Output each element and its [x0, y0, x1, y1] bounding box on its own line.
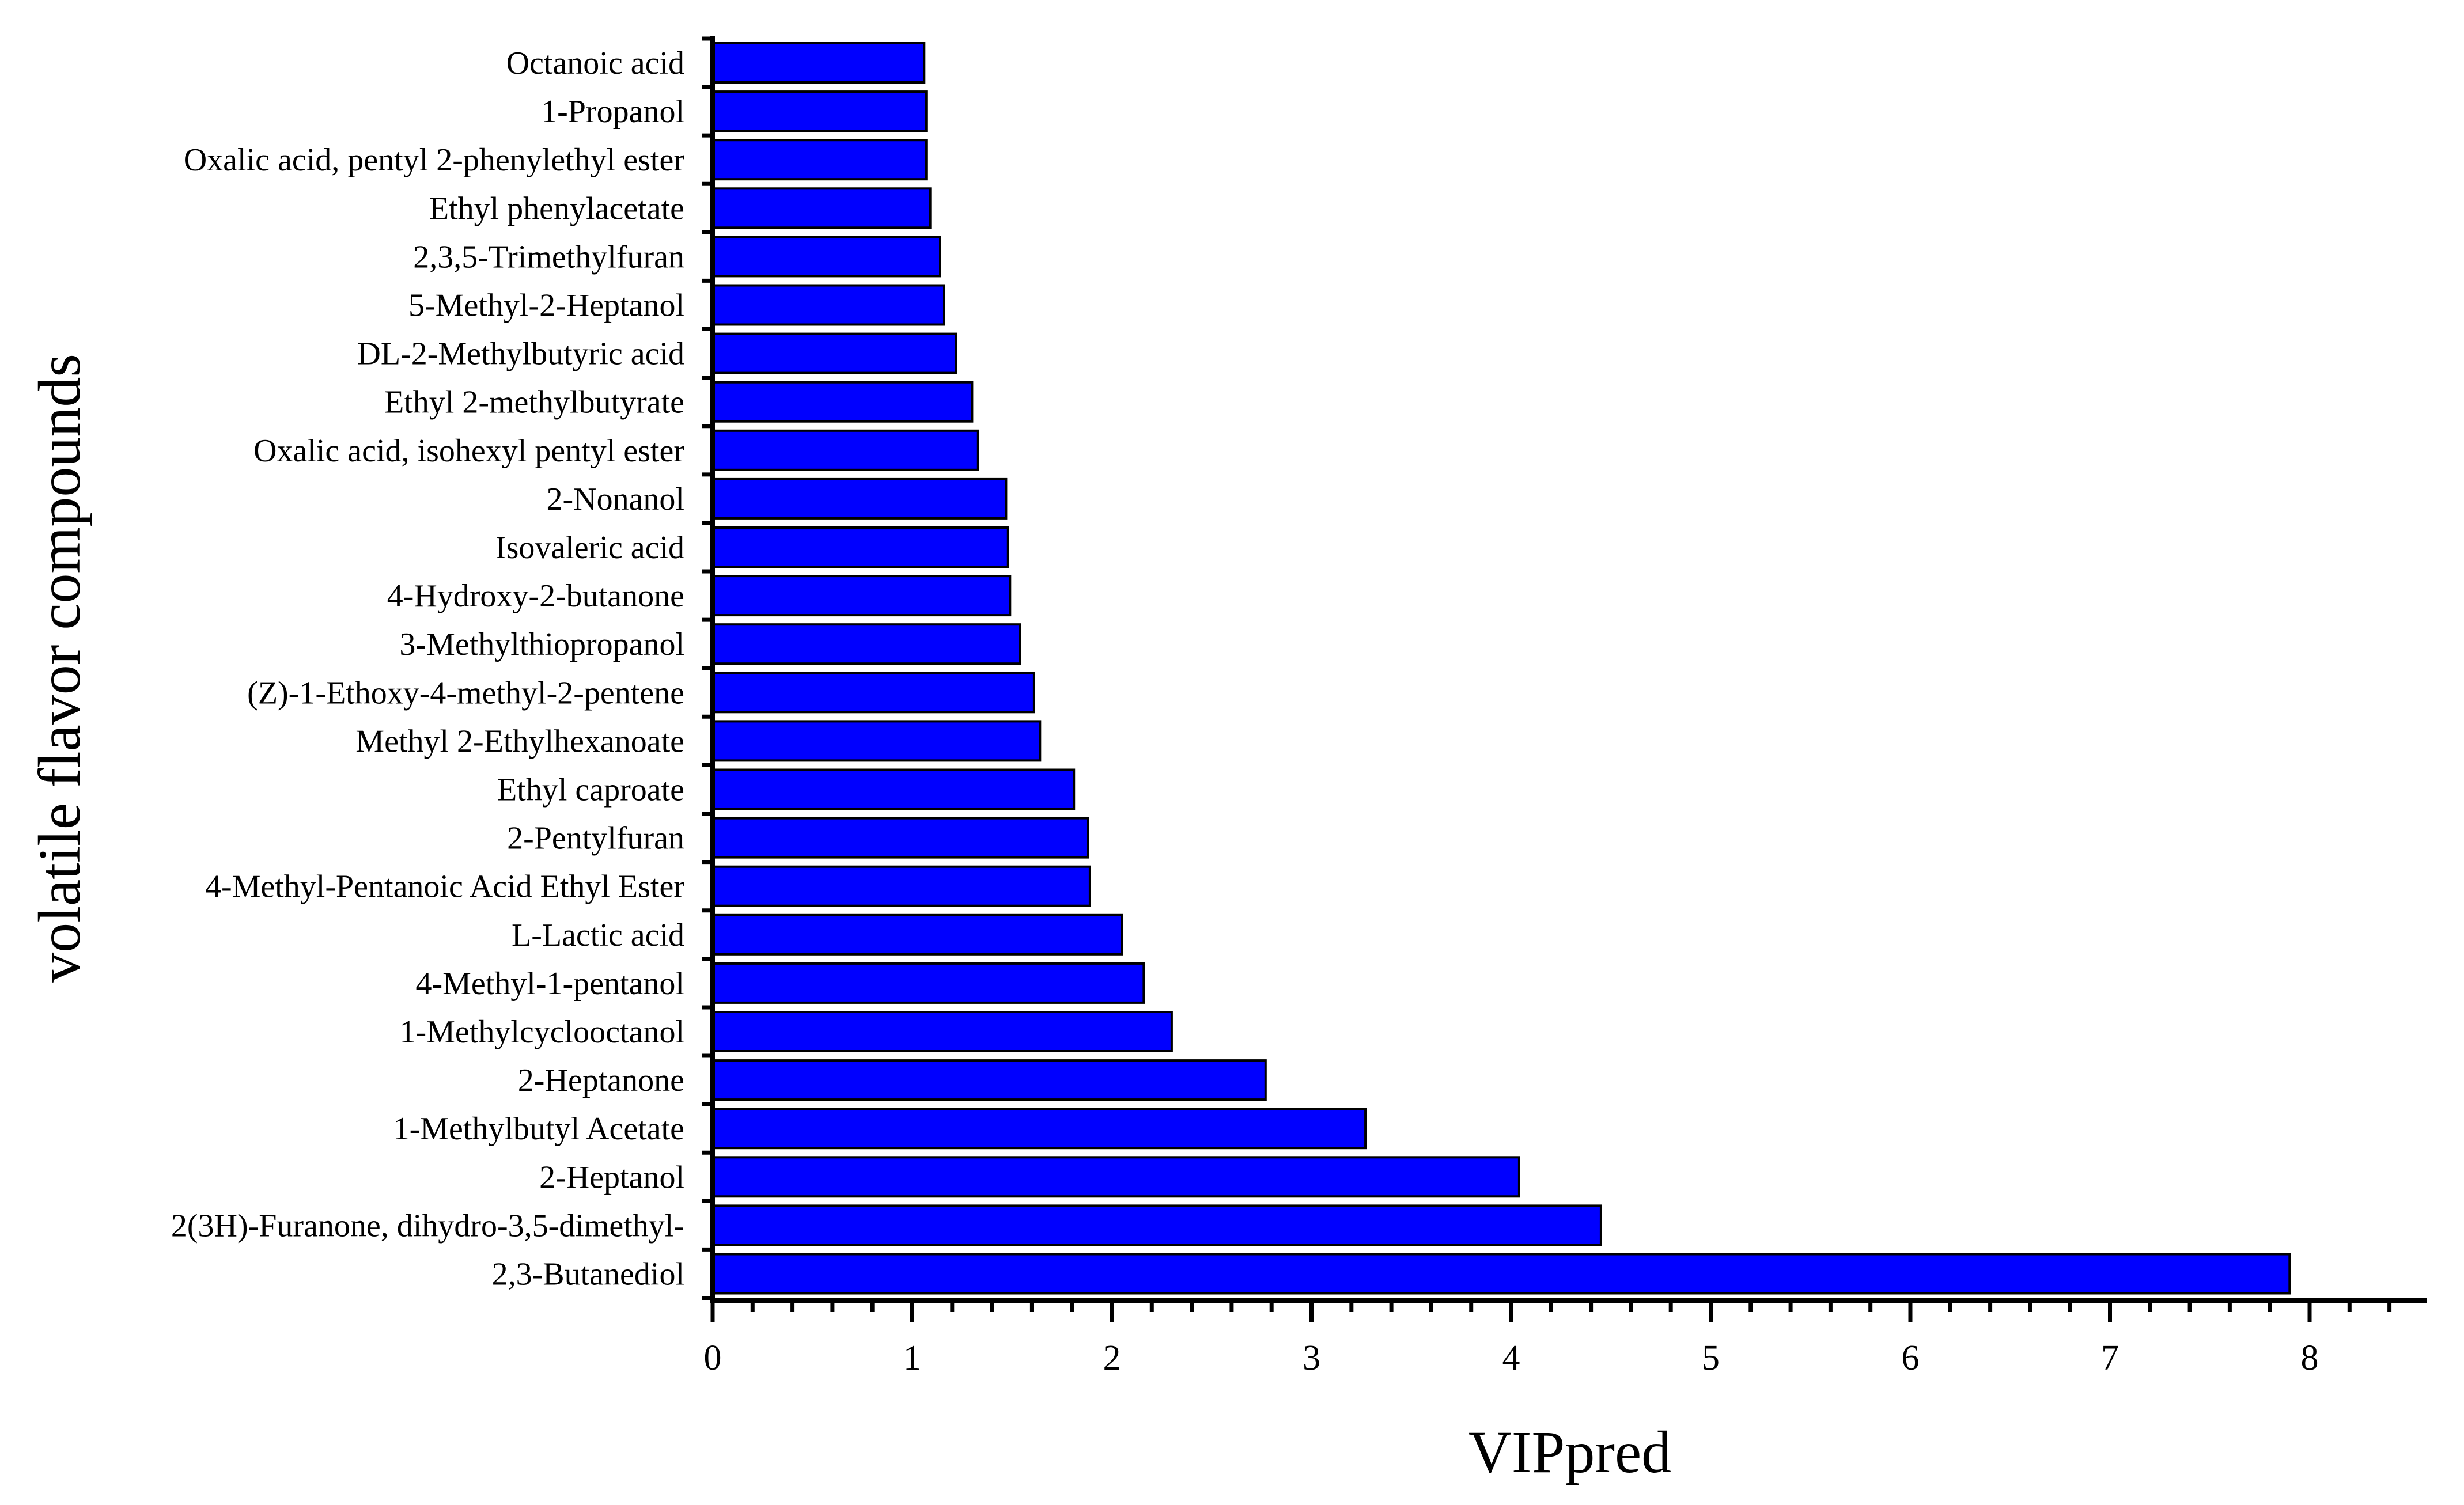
bar: [711, 187, 932, 229]
bar: [711, 1059, 1267, 1101]
bars-group: [711, 42, 2291, 1295]
bar: [711, 477, 1008, 520]
bar: [711, 381, 974, 423]
category-label: 2,3-Butanediol: [492, 1257, 684, 1292]
category-label: 1-Methylbutyl Acetate: [393, 1111, 684, 1147]
x-tick-label: 5: [1702, 1339, 1720, 1378]
category-label: 5-Methyl-2-Heptanol: [408, 288, 684, 324]
y-axis-title: volatile flavor compounds: [27, 354, 93, 983]
bar: [711, 284, 945, 326]
bar: [711, 768, 1076, 810]
category-label: 2-Heptanone: [518, 1063, 684, 1098]
x-ticks: 0 1 2 3 4 5 6 7 8: [704, 1301, 2392, 1378]
x-tick-label: 0: [704, 1339, 722, 1378]
category-label: Oxalic acid, isohexyl pentyl ester: [253, 433, 684, 469]
bar: [711, 1156, 1520, 1198]
category-labels: Octanoic acid 1-Propanol Oxalic acid, pent…: [171, 46, 684, 1292]
category-label: Oxalic acid, pentyl 2-phenylethyl ester: [184, 142, 685, 178]
x-tick-label: 6: [1902, 1339, 1920, 1378]
bar: [711, 42, 926, 84]
category-label: 2-Pentylfuran: [507, 821, 684, 856]
category-label: Ethyl 2-methylbutyrate: [384, 385, 684, 420]
bar: [711, 817, 1089, 859]
category-label: DL-2-Methylbutyric acid: [357, 336, 684, 372]
bar: [711, 332, 957, 374]
x-tick-label: 1: [903, 1339, 921, 1378]
category-label: Ethyl phenylacetate: [429, 191, 684, 226]
x-tick-label: 8: [2301, 1339, 2319, 1378]
bar: [711, 429, 979, 471]
bar: [711, 623, 1021, 665]
category-label: 2(3H)-Furanone, dihydro-3,5-dimethyl-: [171, 1208, 684, 1244]
bar: [711, 962, 1145, 1004]
category-label: 4-Hydroxy-2-butanone: [387, 578, 684, 614]
bar: [711, 575, 1012, 617]
category-label: 3-Methylthiopropanol: [399, 627, 684, 662]
category-label: 2,3,5-Trimethylfuran: [413, 239, 684, 275]
bar: [711, 1108, 1367, 1150]
category-label: Octanoic acid: [506, 46, 684, 81]
bar: [711, 865, 1091, 907]
x-tick-label: 7: [2101, 1339, 2119, 1378]
bar: [711, 913, 1123, 956]
category-label: Isovaleric acid: [495, 530, 684, 566]
bar: [711, 236, 941, 278]
category-label: Methyl 2-Ethylhexanoate: [355, 723, 684, 759]
category-label: L-Lactic acid: [512, 918, 684, 953]
category-label: 1-Propanol: [541, 94, 684, 130]
bar: [711, 672, 1035, 714]
bar: [711, 1253, 2291, 1295]
bar: [711, 1204, 1602, 1246]
category-label: 2-Heptanol: [539, 1159, 684, 1195]
bar: [711, 139, 928, 181]
x-tick-label: 2: [1103, 1339, 1121, 1378]
category-label: 1-Methylcyclooctanol: [399, 1014, 684, 1050]
bar: [711, 720, 1042, 762]
x-tick-label: 3: [1303, 1339, 1320, 1378]
x-tick-label: 4: [1502, 1339, 1520, 1378]
bar: [711, 526, 1009, 568]
category-label: (Z)-1-Ethoxy-4-methyl-2-pentene: [247, 675, 684, 711]
bar: [711, 90, 928, 132]
category-label: Ethyl caproate: [497, 772, 684, 808]
bar: [711, 1011, 1173, 1052]
category-label: 4-Methyl-1-pentanol: [415, 966, 684, 1002]
x-axis-title: VIPpred: [1468, 1419, 1671, 1485]
category-label: 2-Nonanol: [546, 482, 684, 517]
y-ticks: [702, 36, 713, 1300]
category-label: 4-Methyl-Pentanoic Acid Ethyl Ester: [205, 869, 684, 905]
